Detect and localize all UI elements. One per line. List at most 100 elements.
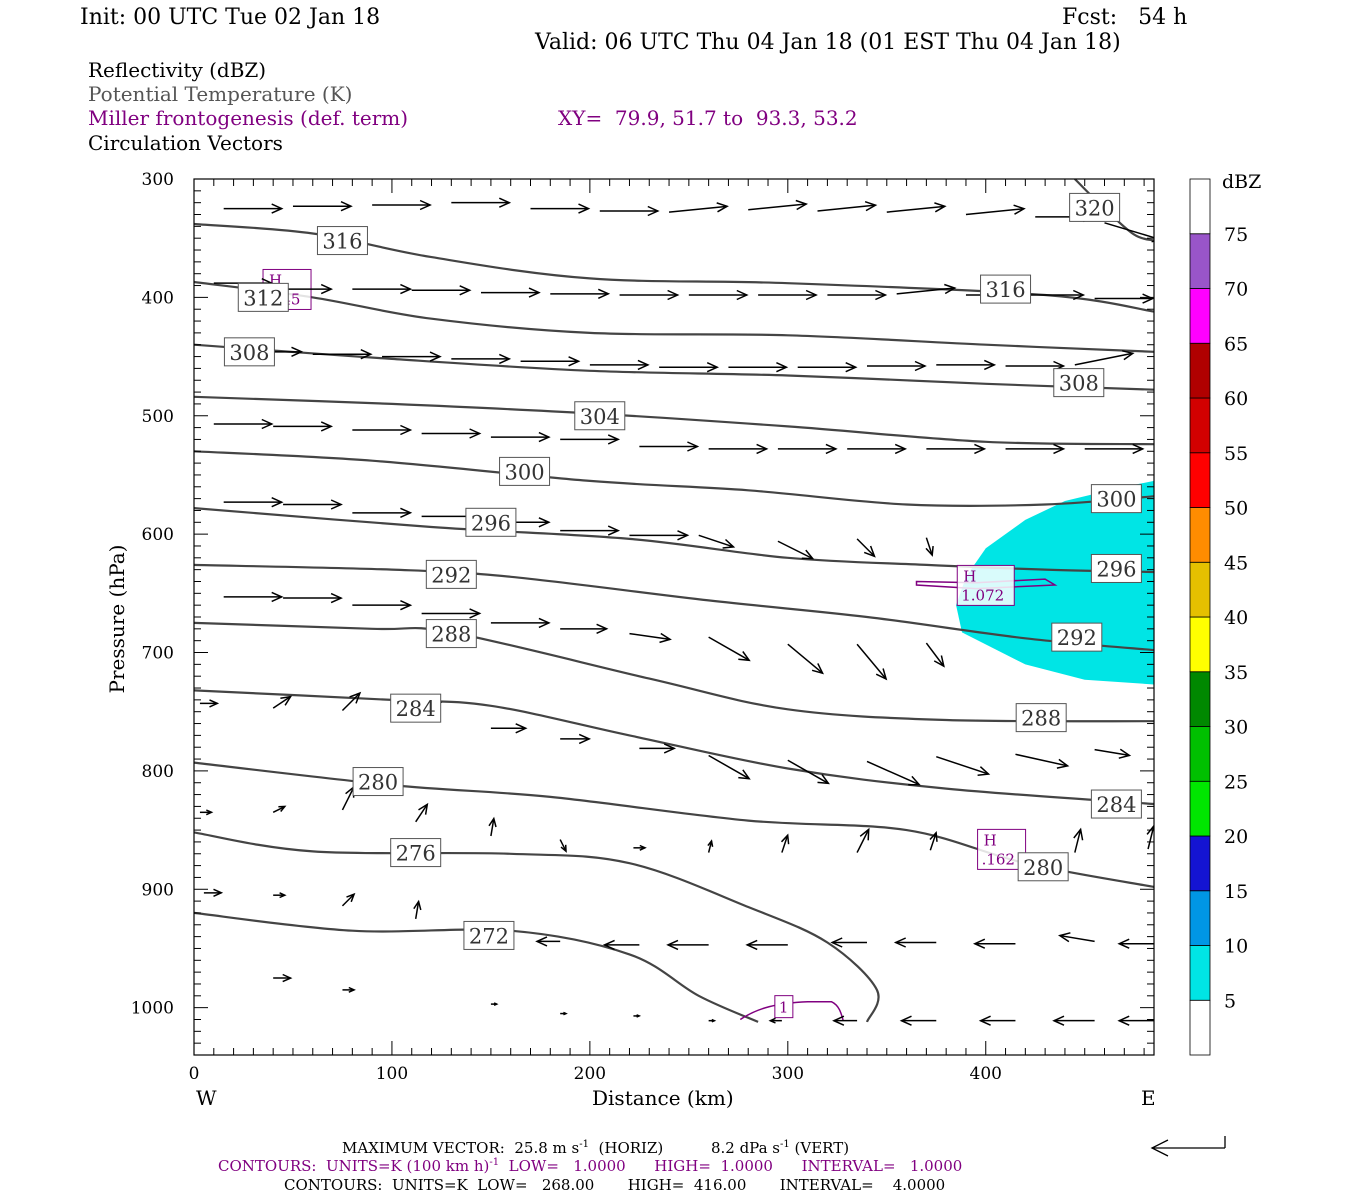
theta-label-308: 308 [1059,372,1099,396]
circulation-vector [817,200,878,212]
circulation-vector [520,356,581,367]
colorbar-level-label: 55 [1224,443,1248,465]
colorbar-swatch [1189,726,1211,782]
circulation-vector [639,441,700,452]
vector-shaft [341,692,361,712]
theta-label-284: 284 [396,697,436,721]
colorbar-swatch [1189,342,1211,399]
vector-shaft [925,642,945,667]
vector-head [515,723,528,734]
legend-potential-temperature: Potential Temperature (K) [88,82,353,106]
vector-head [864,200,878,212]
circulation-vector [929,831,938,851]
init-time: Init: 00 UTC Tue 02 Jan 18 [80,5,381,30]
colorbar-level-label: 75 [1224,224,1248,246]
vector-head [983,359,997,371]
circulation-vector [490,723,528,734]
vector-shaft [929,832,937,851]
frontogenesis-max-box [977,828,1027,870]
vector-head [914,360,927,372]
vector-head [825,443,838,455]
circulation-vector [550,288,611,299]
circulation-vector [899,1015,937,1026]
theta-label-box [425,619,477,649]
vector-head [213,888,224,897]
vector-head [908,775,921,786]
theta-label-296: 296 [471,511,511,535]
vector-head [1121,350,1135,361]
circulation-vector [1094,748,1132,759]
frontogenesis-contour-one [739,1000,844,1021]
vector-head [493,1002,499,1006]
footer-theta-contours: CONTOURS: UNITS=K LOW= 268.00 HIGH= 416.… [284,1176,946,1194]
circulation-vector [748,199,809,211]
circulation-vector [708,636,751,662]
y-tick-label: 900 [142,880,174,900]
colorbar-swatch [1189,233,1211,289]
vector-shaft [1094,748,1130,757]
circulation-vector [856,538,876,558]
vector-shaft [668,205,728,213]
circulation-vector [352,600,413,611]
vector-head [1052,1015,1065,1026]
x-tick-label: 200 [574,1064,606,1084]
vector-head [459,285,472,296]
circulation-vector [1025,289,1086,301]
vector-head [801,549,815,560]
vector-shaft [925,537,933,556]
vector-head [1117,938,1130,949]
circulation-vector [708,754,751,780]
theta-label-300: 300 [1096,488,1136,512]
legend-circulation-vectors: Circulation Vectors [88,131,283,155]
vector-head [568,356,581,367]
vector-head [429,351,442,362]
circulation-vector [856,827,870,853]
circulation-vector [203,888,224,897]
circulation-vector [728,362,789,373]
circulation-vector [415,802,429,823]
circulation-vector [708,443,769,455]
vector-shaft [965,207,1025,216]
reference-vector-icon [1150,1136,1226,1157]
vector-shaft [414,901,420,919]
theta-contour-300 [194,450,1154,508]
theta-label-276: 276 [396,842,436,866]
circulation-vector [866,760,921,786]
theta-label-316: 316 [985,278,1025,302]
circulation-vector [451,353,512,365]
theta-label-box [390,838,442,868]
circulation-vector [490,431,551,443]
colorbar-swatch [1189,288,1211,344]
vector-head [279,892,287,899]
vector-head [925,546,934,557]
circulation-vector [1117,1015,1154,1026]
theta-label-box [1053,368,1105,398]
circulation-vector [341,892,356,907]
vector-head [736,289,749,301]
vector-head [578,203,591,214]
circulation-vector [1084,443,1145,455]
legend-miller-frontogenesis: Miller frontogenesis (def. term) [88,106,409,130]
theta-label-box [1017,852,1069,882]
colorbar-swatch [1189,561,1211,618]
vector-head [768,1017,776,1024]
circulation-vector [223,591,284,603]
colorbar-swatch [1189,890,1211,946]
theta-contour-276 [194,831,880,1023]
theta-label-312: 312 [243,286,283,310]
circulation-vector [1005,443,1066,455]
circulation-vector [668,202,729,213]
circulation-vector [1057,932,1095,943]
circulation-vector [633,844,647,851]
vector-head [637,359,650,371]
circulation-vector [488,816,497,837]
circulation-vector [698,534,736,549]
circulation-vector [965,204,1026,216]
vector-shaft [698,534,734,548]
colorbar-title: dBZ [1222,171,1261,193]
vector-head [687,441,700,452]
vector-head [400,424,413,436]
vector-head [418,802,429,815]
east-label: E [1141,1086,1156,1110]
